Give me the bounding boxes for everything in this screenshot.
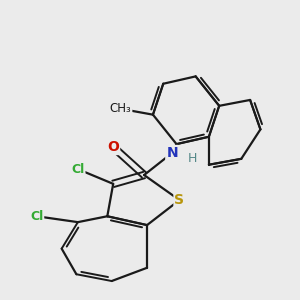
Text: N: N [166, 146, 178, 160]
Text: Cl: Cl [71, 163, 85, 176]
Text: H: H [188, 152, 197, 165]
Text: CH₃: CH₃ [110, 102, 131, 115]
Text: S: S [174, 193, 184, 207]
Text: Cl: Cl [30, 210, 43, 223]
Text: O: O [107, 140, 119, 154]
